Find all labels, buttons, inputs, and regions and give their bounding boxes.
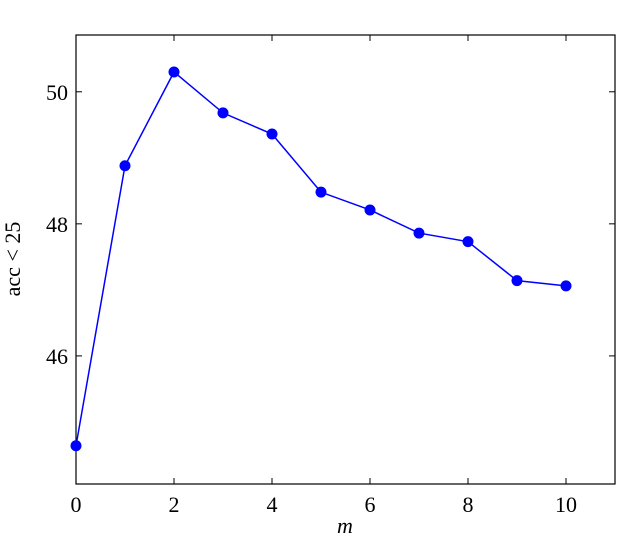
x-tick-label: 0 [71,492,82,517]
x-tick-label: 6 [365,492,376,517]
point [70,440,82,452]
y-tick-label: 50 [46,80,68,105]
point [462,236,474,248]
point [119,160,131,172]
point [315,186,327,198]
x-tick-label: 4 [267,492,278,517]
x-tick-label: 8 [463,492,474,517]
point [364,204,376,216]
point [168,66,180,78]
x-tick-label: 2 [169,492,180,517]
x-tick-label: 10 [555,492,577,517]
point [511,275,523,287]
point [217,107,229,119]
point [560,280,572,292]
line [75,70,567,446]
x-axis-label: m [337,513,353,538]
y-tick-label: 46 [46,344,68,369]
y-tick-label: 48 [46,212,68,237]
point [413,227,425,239]
point [266,128,278,140]
plot-frame [75,34,616,485]
y-axis-label: acc < 25 [0,222,25,297]
